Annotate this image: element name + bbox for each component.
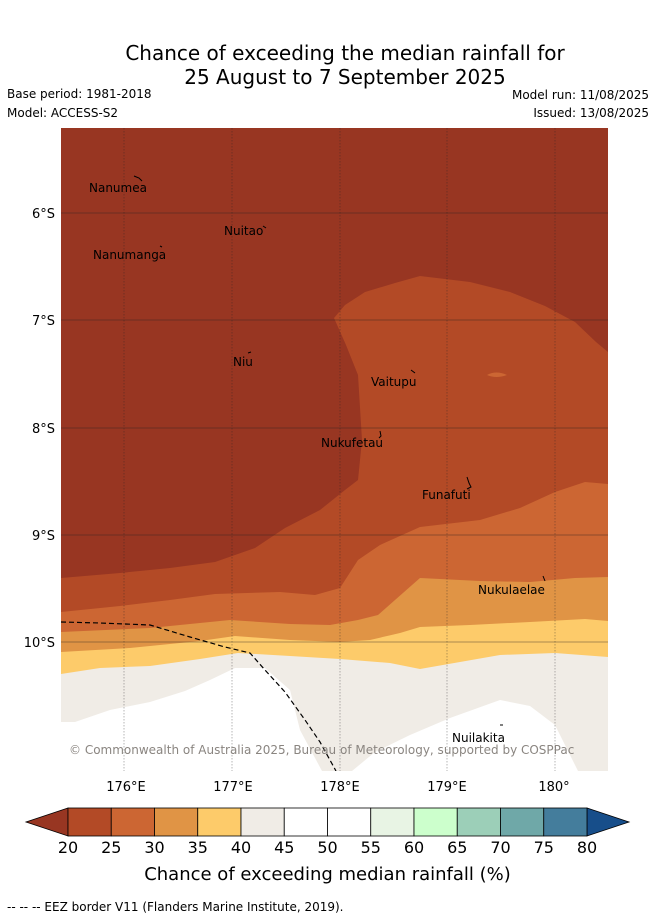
colorbar-under-arrow xyxy=(24,807,69,837)
issued-date: Issued: 13/08/2025 xyxy=(533,106,649,120)
graticule xyxy=(123,128,556,771)
colorbar-tick-label: 30 xyxy=(144,838,164,857)
island-nukufetau-shape xyxy=(378,430,382,439)
place-label-nanumanga: Nanumanga xyxy=(93,248,166,262)
colorbar-swatch xyxy=(327,807,372,837)
colorbar-swatch xyxy=(456,807,501,837)
place-label-vaitupu: Vaitupu xyxy=(371,375,417,389)
band-45-55-south-east xyxy=(352,700,578,771)
model-name: Model: ACCESS-S2 xyxy=(7,106,119,120)
place-label-nuitao: Nuitao xyxy=(224,224,263,238)
map-title-line-2: 25 August to 7 September 2025 xyxy=(184,65,506,89)
colorbar-swatch xyxy=(67,807,112,837)
colorbar-tick-label: 20 xyxy=(58,838,78,857)
place-label-niu: Niu xyxy=(233,355,253,369)
colorbar-swatch xyxy=(413,807,458,837)
colorbar-tick-label: 40 xyxy=(231,838,251,857)
eez-footnote: -- -- -- EEZ border V11 (Flanders Marine… xyxy=(7,900,344,914)
lon-tick-176e: 176°E xyxy=(106,780,146,795)
lat-tick-9s: 9°S xyxy=(32,529,55,544)
colorbar-tick-label: 35 xyxy=(188,838,208,857)
lon-tick-178e: 178°E xyxy=(320,780,360,795)
band-45-55-south-west xyxy=(61,668,322,771)
lon-tick-177e: 177°E xyxy=(213,780,253,795)
copyright-notice: © Commonwealth of Australia 2025, Bureau… xyxy=(69,743,574,757)
colorbar-swatch xyxy=(110,807,155,837)
colorbar-tick-label: 75 xyxy=(534,838,554,857)
colorbar-tick-label: 55 xyxy=(361,838,381,857)
base-period: Base period: 1981-2018 xyxy=(7,87,152,101)
island-vaitupu-shape xyxy=(410,369,416,374)
lat-tick-6s: 6°S xyxy=(32,207,55,222)
colorbar-tick-label: 25 xyxy=(101,838,121,857)
place-label-nanumea: Nanumea xyxy=(89,181,147,195)
island-nukulaelae-shape xyxy=(542,575,546,582)
place-label-funafuti: Funafuti xyxy=(422,488,471,502)
lat-tick-10s: 10°S xyxy=(24,636,55,651)
place-label-nuilakita: Nuilakita xyxy=(452,731,505,745)
island-nuitao-shape xyxy=(262,225,267,229)
colorbar-tick-label: 45 xyxy=(274,838,294,857)
colorbar-swatch xyxy=(154,807,199,837)
rainfall-map: Nanumea Nuitao Nanumanga Niu Vaitupu Nuk… xyxy=(24,128,631,857)
island-nanumanga-shape xyxy=(159,245,163,248)
model-run-date: Model run: 11/08/2025 xyxy=(511,88,649,102)
island-nanumea-shape xyxy=(133,175,143,182)
colorbar-tick-label: 65 xyxy=(447,838,467,857)
islands xyxy=(133,175,546,726)
place-label-nukufetau: Nukufetau xyxy=(321,436,383,450)
graticule-lat xyxy=(61,212,608,643)
eez-border xyxy=(61,621,337,771)
colorbar-swatch xyxy=(500,807,545,837)
colorbar-tick-label: 60 xyxy=(404,838,424,857)
colorbar-swatch xyxy=(197,807,242,837)
colorbar-tick-label: 50 xyxy=(317,838,337,857)
colorbar-swatch xyxy=(543,807,588,837)
lon-tick-179e: 179°E xyxy=(427,780,467,795)
colorbar-over-arrow xyxy=(586,807,631,837)
colorbar: 20 25 30 35 40 45 50 55 60 65 70 75 80 xyxy=(24,807,631,857)
lat-tick-8s: 8°S xyxy=(32,422,55,437)
island-niu-shape xyxy=(247,351,252,354)
place-label-nukulaelae: Nukulaelae xyxy=(478,583,545,597)
lat-tick-7s: 7°S xyxy=(32,314,55,329)
map-title-line-1: Chance of exceeding the median rainfall … xyxy=(125,41,565,65)
band-20-25-small-spot xyxy=(487,372,507,377)
colorbar-swatch xyxy=(370,807,415,837)
colorbar-swatch xyxy=(283,807,328,837)
lon-tick-180: 180° xyxy=(538,780,569,795)
colorbar-tick-label: 70 xyxy=(490,838,510,857)
colorbar-label: Chance of exceeding median rainfall (%) xyxy=(144,864,511,885)
colorbar-swatch xyxy=(240,807,285,837)
island-funafuti-shape xyxy=(466,476,472,490)
colorbar-tick-label: 80 xyxy=(577,838,597,857)
